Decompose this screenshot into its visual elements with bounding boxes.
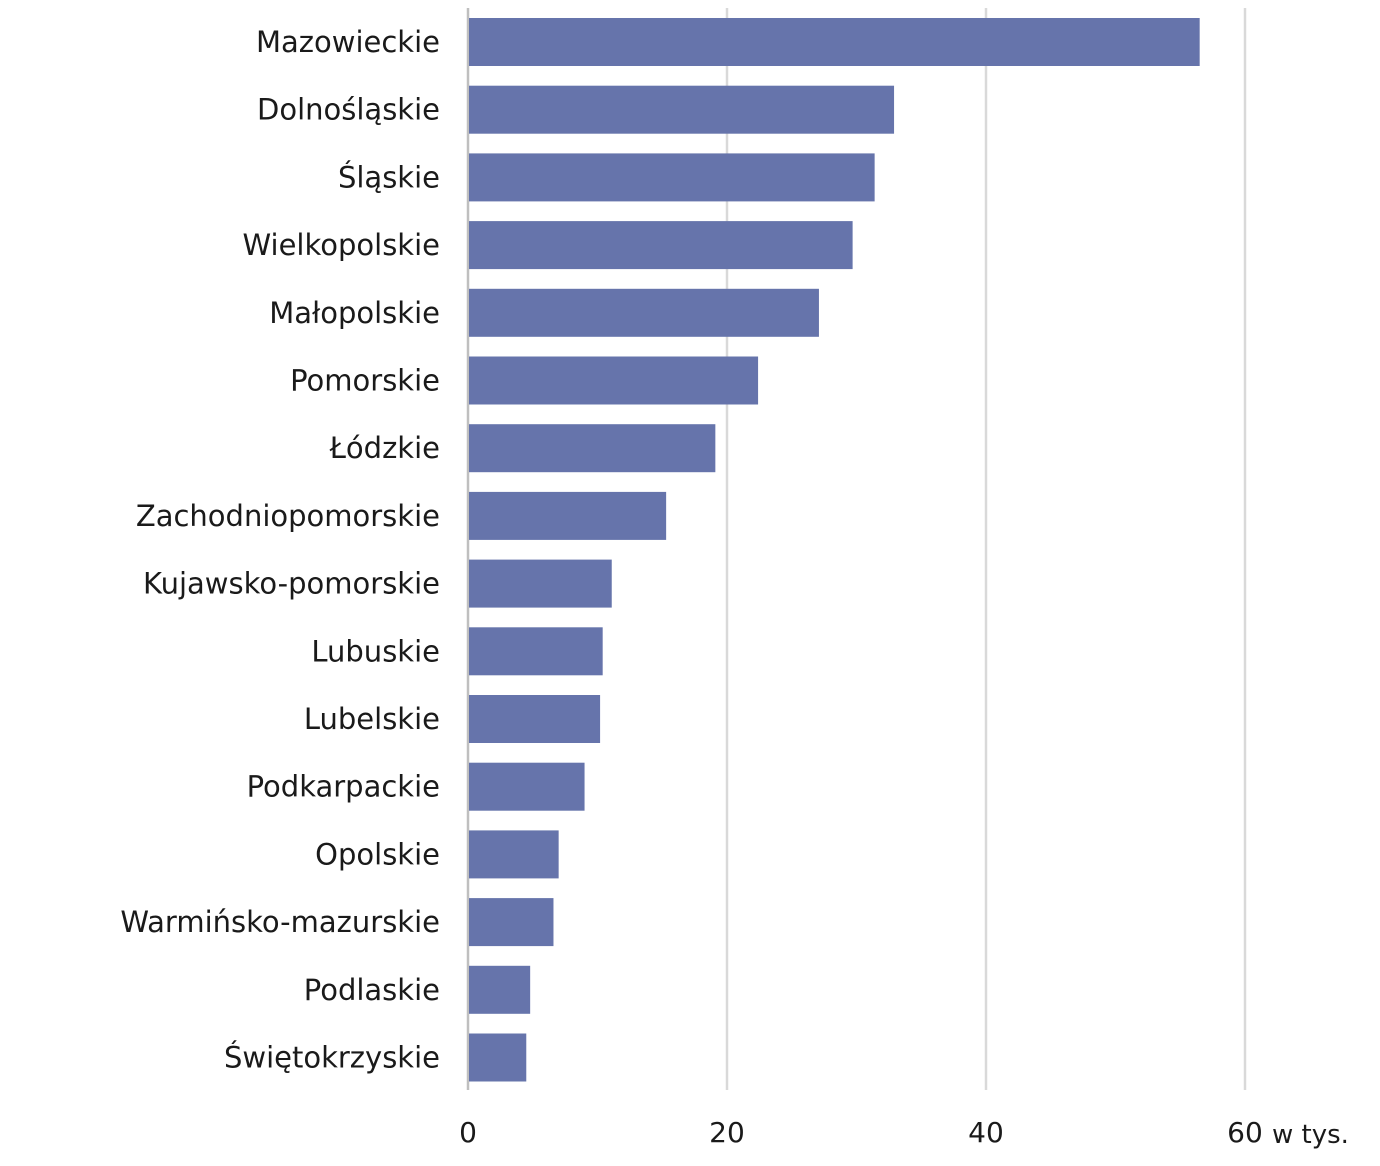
bar xyxy=(469,965,531,1014)
category-label: Podkarpackie xyxy=(247,770,440,804)
category-label: Warmińsko-mazurskie xyxy=(120,905,440,939)
category-label: Śląskie xyxy=(338,160,440,194)
category-label: Świętokrzyskie xyxy=(224,1041,440,1075)
x-tick-label: 0 xyxy=(459,1116,477,1149)
bar xyxy=(469,288,819,337)
category-label: Podlaskie xyxy=(304,973,440,1007)
bar xyxy=(469,898,554,947)
bars xyxy=(469,18,1200,1082)
bar xyxy=(469,18,1200,66)
bar xyxy=(469,762,585,811)
category-label: Lubuskie xyxy=(311,634,440,668)
bar xyxy=(469,491,667,540)
x-tick-label: 60 xyxy=(1227,1116,1263,1149)
bar xyxy=(469,221,853,270)
category-label: Pomorskie xyxy=(290,364,440,398)
category-label: Małopolskie xyxy=(269,296,440,330)
category-label: Mazowieckie xyxy=(256,25,440,59)
category-label: Opolskie xyxy=(315,837,440,871)
category-label: Lubelskie xyxy=(304,702,440,736)
category-labels: Mazowieckie Dolnośląskie Śląskie Wielkopols… xyxy=(120,25,440,1075)
unit-label: w tys. xyxy=(1272,1120,1349,1150)
bar xyxy=(469,153,875,202)
bar xyxy=(469,830,559,879)
bar xyxy=(469,1033,527,1082)
x-tick-label: 20 xyxy=(709,1116,745,1149)
category-label: Łódzkie xyxy=(329,431,440,465)
bar xyxy=(469,85,895,134)
category-label: Kujawsko-pomorskie xyxy=(143,567,440,601)
bar xyxy=(469,559,612,608)
x-tick-label: 40 xyxy=(968,1116,1004,1149)
grid-lines xyxy=(466,8,1247,1090)
bar xyxy=(469,695,601,743)
bar xyxy=(469,424,716,473)
bar xyxy=(469,627,603,676)
category-label: Wielkopolskie xyxy=(242,228,440,262)
category-label: Dolnośląskie xyxy=(257,93,440,127)
bar xyxy=(469,356,759,405)
category-label: Zachodniopomorskie xyxy=(136,499,440,533)
x-tick-labels: 0 20 40 60 xyxy=(459,1116,1263,1149)
